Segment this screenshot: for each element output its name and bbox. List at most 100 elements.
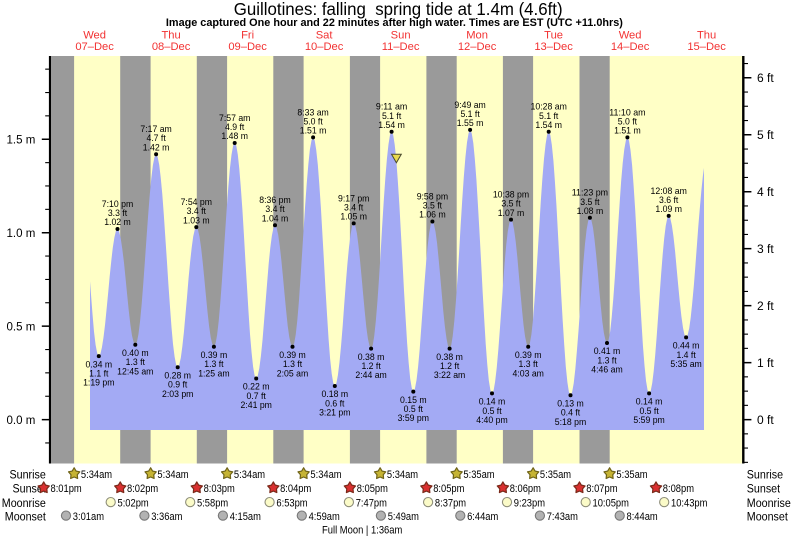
- svg-text:3.5 ft: 3.5 ft: [580, 196, 600, 207]
- svg-text:2 ft: 2 ft: [757, 299, 774, 313]
- svg-text:1.51 m: 1.51 m: [614, 125, 641, 136]
- svg-text:8:05pm: 8:05pm: [433, 483, 464, 495]
- svg-text:10–Dec: 10–Dec: [305, 41, 344, 53]
- svg-text:8:08pm: 8:08pm: [663, 483, 694, 495]
- svg-text:0.39 m: 0.39 m: [279, 349, 306, 360]
- svg-text:Moonset: Moonset: [5, 509, 46, 523]
- svg-text:9:58 pm: 9:58 pm: [417, 190, 449, 201]
- svg-text:0.5 ft: 0.5 ft: [404, 403, 424, 414]
- svg-text:5:34am: 5:34am: [157, 469, 188, 481]
- svg-text:8:33 am: 8:33 am: [297, 106, 329, 117]
- svg-text:5.0 ft: 5.0 ft: [303, 115, 323, 126]
- svg-text:8:05pm: 8:05pm: [357, 483, 388, 495]
- svg-text:09–Dec: 09–Dec: [228, 41, 267, 53]
- svg-text:5:02pm: 5:02pm: [118, 497, 149, 509]
- svg-text:12:45 am: 12:45 am: [117, 365, 153, 376]
- svg-text:5:49am: 5:49am: [388, 511, 419, 523]
- svg-text:Thu: Thu: [697, 30, 716, 42]
- svg-text:0.39 m: 0.39 m: [515, 349, 542, 360]
- svg-text:9:11 am: 9:11 am: [376, 101, 408, 112]
- svg-text:Sunrise: Sunrise: [747, 468, 783, 482]
- svg-text:7:17 am: 7:17 am: [140, 123, 172, 134]
- svg-text:4.7 ft: 4.7 ft: [146, 132, 166, 143]
- svg-text:0.18 m: 0.18 m: [322, 388, 349, 399]
- svg-text:0.15 m: 0.15 m: [400, 394, 427, 405]
- svg-text:Sunrise: Sunrise: [10, 468, 46, 482]
- svg-text:5:59 pm: 5:59 pm: [633, 414, 665, 425]
- svg-text:3.4 ft: 3.4 ft: [265, 203, 285, 214]
- svg-text:5:35am: 5:35am: [540, 469, 571, 481]
- svg-text:5.1 ft: 5.1 ft: [382, 110, 402, 121]
- svg-text:1.51 m: 1.51 m: [300, 125, 327, 136]
- svg-text:1.07 m: 1.07 m: [498, 207, 525, 218]
- svg-text:Sat: Sat: [316, 30, 334, 42]
- svg-text:0.5 ft: 0.5 ft: [639, 405, 659, 416]
- svg-text:15–Dec: 15–Dec: [687, 41, 726, 53]
- svg-text:0.5 ft: 0.5 ft: [482, 405, 502, 416]
- svg-text:8:06pm: 8:06pm: [510, 483, 541, 495]
- svg-text:5:34am: 5:34am: [310, 469, 341, 481]
- svg-text:Mon: Mon: [466, 30, 488, 42]
- svg-text:Thu: Thu: [161, 30, 180, 42]
- svg-text:1.4 ft: 1.4 ft: [676, 349, 696, 360]
- svg-text:9:49 am: 9:49 am: [454, 99, 486, 110]
- svg-text:11:10 am: 11:10 am: [609, 106, 645, 117]
- svg-text:1.48 m: 1.48 m: [221, 130, 248, 141]
- svg-text:10:38 pm: 10:38 pm: [493, 189, 529, 200]
- svg-text:Sunset: Sunset: [747, 482, 781, 496]
- svg-text:13–Dec: 13–Dec: [534, 41, 573, 53]
- svg-text:1.3 ft: 1.3 ft: [283, 358, 303, 369]
- svg-text:3.3 ft: 3.3 ft: [108, 207, 128, 218]
- svg-text:Wed: Wed: [83, 30, 106, 42]
- svg-text:0.44 m: 0.44 m: [673, 340, 700, 351]
- svg-text:8:04pm: 8:04pm: [280, 483, 311, 495]
- svg-text:1.09 m: 1.09 m: [655, 203, 682, 214]
- svg-text:4:59am: 4:59am: [309, 511, 340, 523]
- svg-text:08–Dec: 08–Dec: [152, 41, 191, 53]
- svg-text:Sun: Sun: [391, 30, 411, 42]
- svg-text:0.41 m: 0.41 m: [594, 345, 621, 356]
- svg-text:1.42 m: 1.42 m: [143, 141, 170, 152]
- svg-text:07–Dec: 07–Dec: [75, 41, 114, 53]
- svg-text:6:44am: 6:44am: [467, 511, 498, 523]
- svg-text:8:44am: 8:44am: [627, 511, 658, 523]
- svg-text:3:21 pm: 3:21 pm: [319, 407, 351, 418]
- svg-text:10:05pm: 10:05pm: [593, 497, 629, 509]
- svg-text:1.3 ft: 1.3 ft: [519, 358, 539, 369]
- svg-text:5:34am: 5:34am: [387, 469, 418, 481]
- svg-text:7:54 pm: 7:54 pm: [181, 196, 213, 207]
- svg-text:3.4 ft: 3.4 ft: [344, 201, 364, 212]
- svg-text:8:03pm: 8:03pm: [204, 483, 235, 495]
- svg-text:0.14 m: 0.14 m: [479, 396, 506, 407]
- svg-text:1.08 m: 1.08 m: [577, 205, 604, 216]
- svg-text:1.02 m: 1.02 m: [104, 216, 131, 227]
- svg-text:0.38 m: 0.38 m: [358, 351, 385, 362]
- svg-text:12:08 am: 12:08 am: [651, 185, 687, 196]
- svg-text:5:58pm: 5:58pm: [197, 497, 228, 509]
- svg-text:Fri: Fri: [241, 30, 254, 42]
- svg-text:0.40 m: 0.40 m: [122, 347, 149, 358]
- svg-text:0.34 m: 0.34 m: [86, 358, 113, 369]
- svg-text:1.06 m: 1.06 m: [419, 209, 446, 220]
- svg-text:4:15am: 4:15am: [230, 511, 261, 523]
- svg-text:1.2 ft: 1.2 ft: [440, 360, 460, 371]
- svg-text:11:23 pm: 11:23 pm: [572, 187, 608, 198]
- svg-text:Moonset: Moonset: [747, 509, 788, 523]
- svg-text:0.4 ft: 0.4 ft: [561, 407, 581, 418]
- svg-text:10:43pm: 10:43pm: [671, 497, 707, 509]
- svg-text:8:07pm: 8:07pm: [586, 483, 617, 495]
- svg-text:1.5 m: 1.5 m: [7, 133, 36, 147]
- svg-text:0.6 ft: 0.6 ft: [325, 397, 345, 408]
- svg-text:0 ft: 0 ft: [757, 413, 774, 427]
- svg-text:1 ft: 1 ft: [757, 356, 774, 370]
- svg-text:Wed: Wed: [619, 30, 642, 42]
- svg-text:7:47pm: 7:47pm: [356, 497, 387, 509]
- svg-text:5:35am: 5:35am: [463, 469, 494, 481]
- svg-text:5:18 pm: 5:18 pm: [555, 416, 587, 427]
- svg-text:5.1 ft: 5.1 ft: [539, 110, 559, 121]
- svg-text:2:44 am: 2:44 am: [355, 369, 387, 380]
- svg-text:0.5 m: 0.5 m: [7, 320, 36, 334]
- svg-text:6:53pm: 6:53pm: [276, 497, 307, 509]
- svg-text:4.9 ft: 4.9 ft: [225, 121, 245, 132]
- svg-text:5:35 am: 5:35 am: [670, 358, 702, 369]
